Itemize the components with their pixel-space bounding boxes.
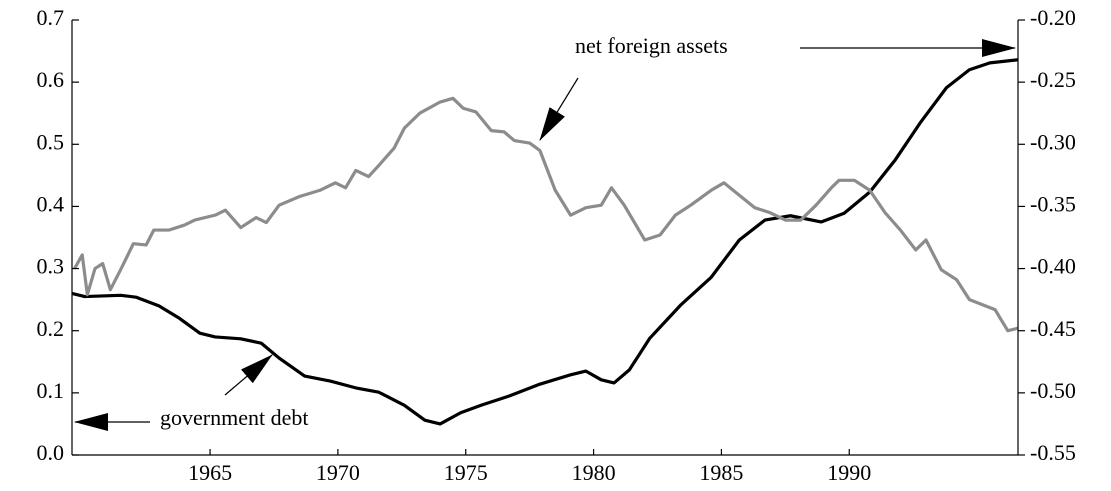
y2-tick-label: -0.30 xyxy=(1030,129,1076,154)
y2-tick-label: -0.20 xyxy=(1030,5,1076,30)
y-tick-label: 0.3 xyxy=(37,254,65,279)
x-tick-label: 1970 xyxy=(316,460,360,485)
y-tick-label: 0.2 xyxy=(37,316,65,341)
y-tick-label: 0.1 xyxy=(37,378,65,403)
x-tick-label: 1975 xyxy=(444,460,488,485)
series-line xyxy=(71,58,1019,426)
y-tick-label: 0.4 xyxy=(37,191,65,216)
arrow xyxy=(539,77,579,141)
series-line xyxy=(73,96,1019,333)
x-tick-label: 1965 xyxy=(188,460,232,485)
annotation: net foreign assets xyxy=(575,33,728,58)
annotation: government debt xyxy=(160,405,308,430)
x-tick-label: 1985 xyxy=(699,460,743,485)
arrow xyxy=(224,354,273,396)
y-tick-label: 0.5 xyxy=(37,129,65,154)
y2-tick-label: -0.35 xyxy=(1030,191,1076,216)
y2-tick-label: -0.25 xyxy=(1030,67,1076,92)
plot-area xyxy=(71,58,1019,426)
y2-tick-label: -0.50 xyxy=(1030,378,1076,403)
y2-tick-label: -0.45 xyxy=(1030,316,1076,341)
y2-tick-label: -0.55 xyxy=(1030,440,1076,465)
y-tick-label: 0.0 xyxy=(37,440,65,465)
y-tick-label: 0.7 xyxy=(37,5,65,30)
y-tick-label: 0.6 xyxy=(37,67,65,92)
y2-tick-label: -0.40 xyxy=(1030,254,1076,279)
x-tick-label: 1980 xyxy=(572,460,616,485)
x-tick-label: 1990 xyxy=(827,460,871,485)
